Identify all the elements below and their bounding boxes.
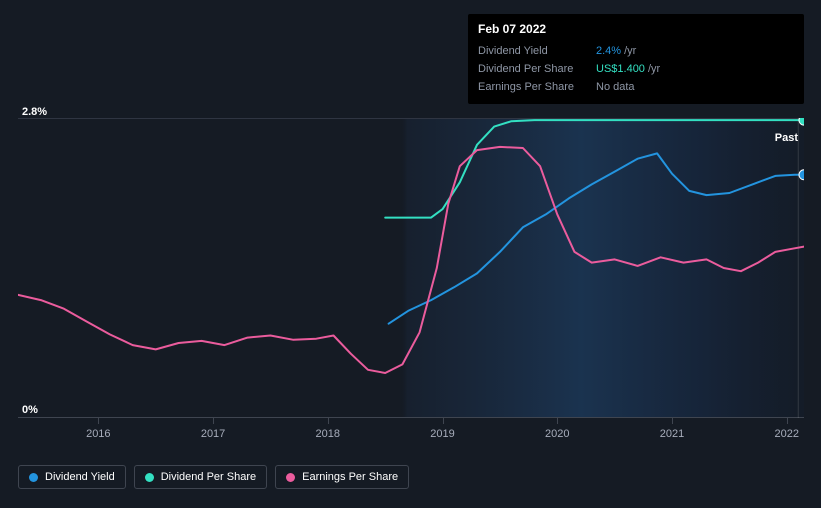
legend-dot-icon	[29, 473, 38, 482]
tooltip-row-unit: /yr	[648, 60, 660, 78]
tooltip-row: Dividend Yield2.4%/yr	[478, 42, 794, 60]
tooltip-row: Dividend Per ShareUS$1.400/yr	[478, 60, 794, 78]
x-tick-label: 2017	[201, 428, 225, 440]
y-axis-max-label: 2.8%	[22, 106, 47, 118]
x-tick-mark	[787, 418, 788, 424]
legend-label: Dividend Per Share	[161, 471, 256, 483]
x-tick-mark	[672, 418, 673, 424]
x-tick-label: 2018	[316, 428, 340, 440]
chart-svg	[18, 118, 804, 418]
x-tick-mark	[98, 418, 99, 424]
legend-label: Earnings Per Share	[302, 471, 398, 483]
legend-label: Dividend Yield	[45, 471, 115, 483]
legend-dot-icon	[145, 473, 154, 482]
legend-item-dividend-yield[interactable]: Dividend Yield	[18, 465, 126, 489]
tooltip-row-value: 2.4%	[596, 42, 621, 60]
x-tick-label: 2019	[430, 428, 454, 440]
x-tick-mark	[213, 418, 214, 424]
legend-item-dividend-per-share[interactable]: Dividend Per Share	[134, 465, 267, 489]
tooltip-row-label: Dividend Yield	[478, 42, 596, 60]
tooltip-date: Feb 07 2022	[478, 22, 794, 36]
x-tick-mark	[443, 418, 444, 424]
tooltip-row: Earnings Per ShareNo data	[478, 78, 794, 96]
tooltip-row-value: No data	[596, 78, 635, 96]
x-tick-label: 2016	[86, 428, 110, 440]
legend: Dividend Yield Dividend Per Share Earnings…	[18, 465, 409, 489]
tooltip-row-value: US$1.400	[596, 60, 645, 78]
x-tick-mark	[557, 418, 558, 424]
legend-dot-icon	[286, 473, 295, 482]
tooltip-row-unit: /yr	[624, 42, 636, 60]
x-tick-label: 2021	[660, 428, 684, 440]
x-tick-label: 2020	[545, 428, 569, 440]
y-axis-min-label: 0%	[22, 404, 38, 416]
x-tick-label: 2022	[775, 428, 799, 440]
legend-item-earnings-per-share[interactable]: Earnings Per Share	[275, 465, 409, 489]
x-tick-mark	[328, 418, 329, 424]
past-label: Past	[775, 132, 798, 144]
chart-tooltip: Feb 07 2022 Dividend Yield2.4%/yrDividen…	[468, 14, 804, 104]
tooltip-row-label: Earnings Per Share	[478, 78, 596, 96]
tooltip-row-label: Dividend Per Share	[478, 60, 596, 78]
